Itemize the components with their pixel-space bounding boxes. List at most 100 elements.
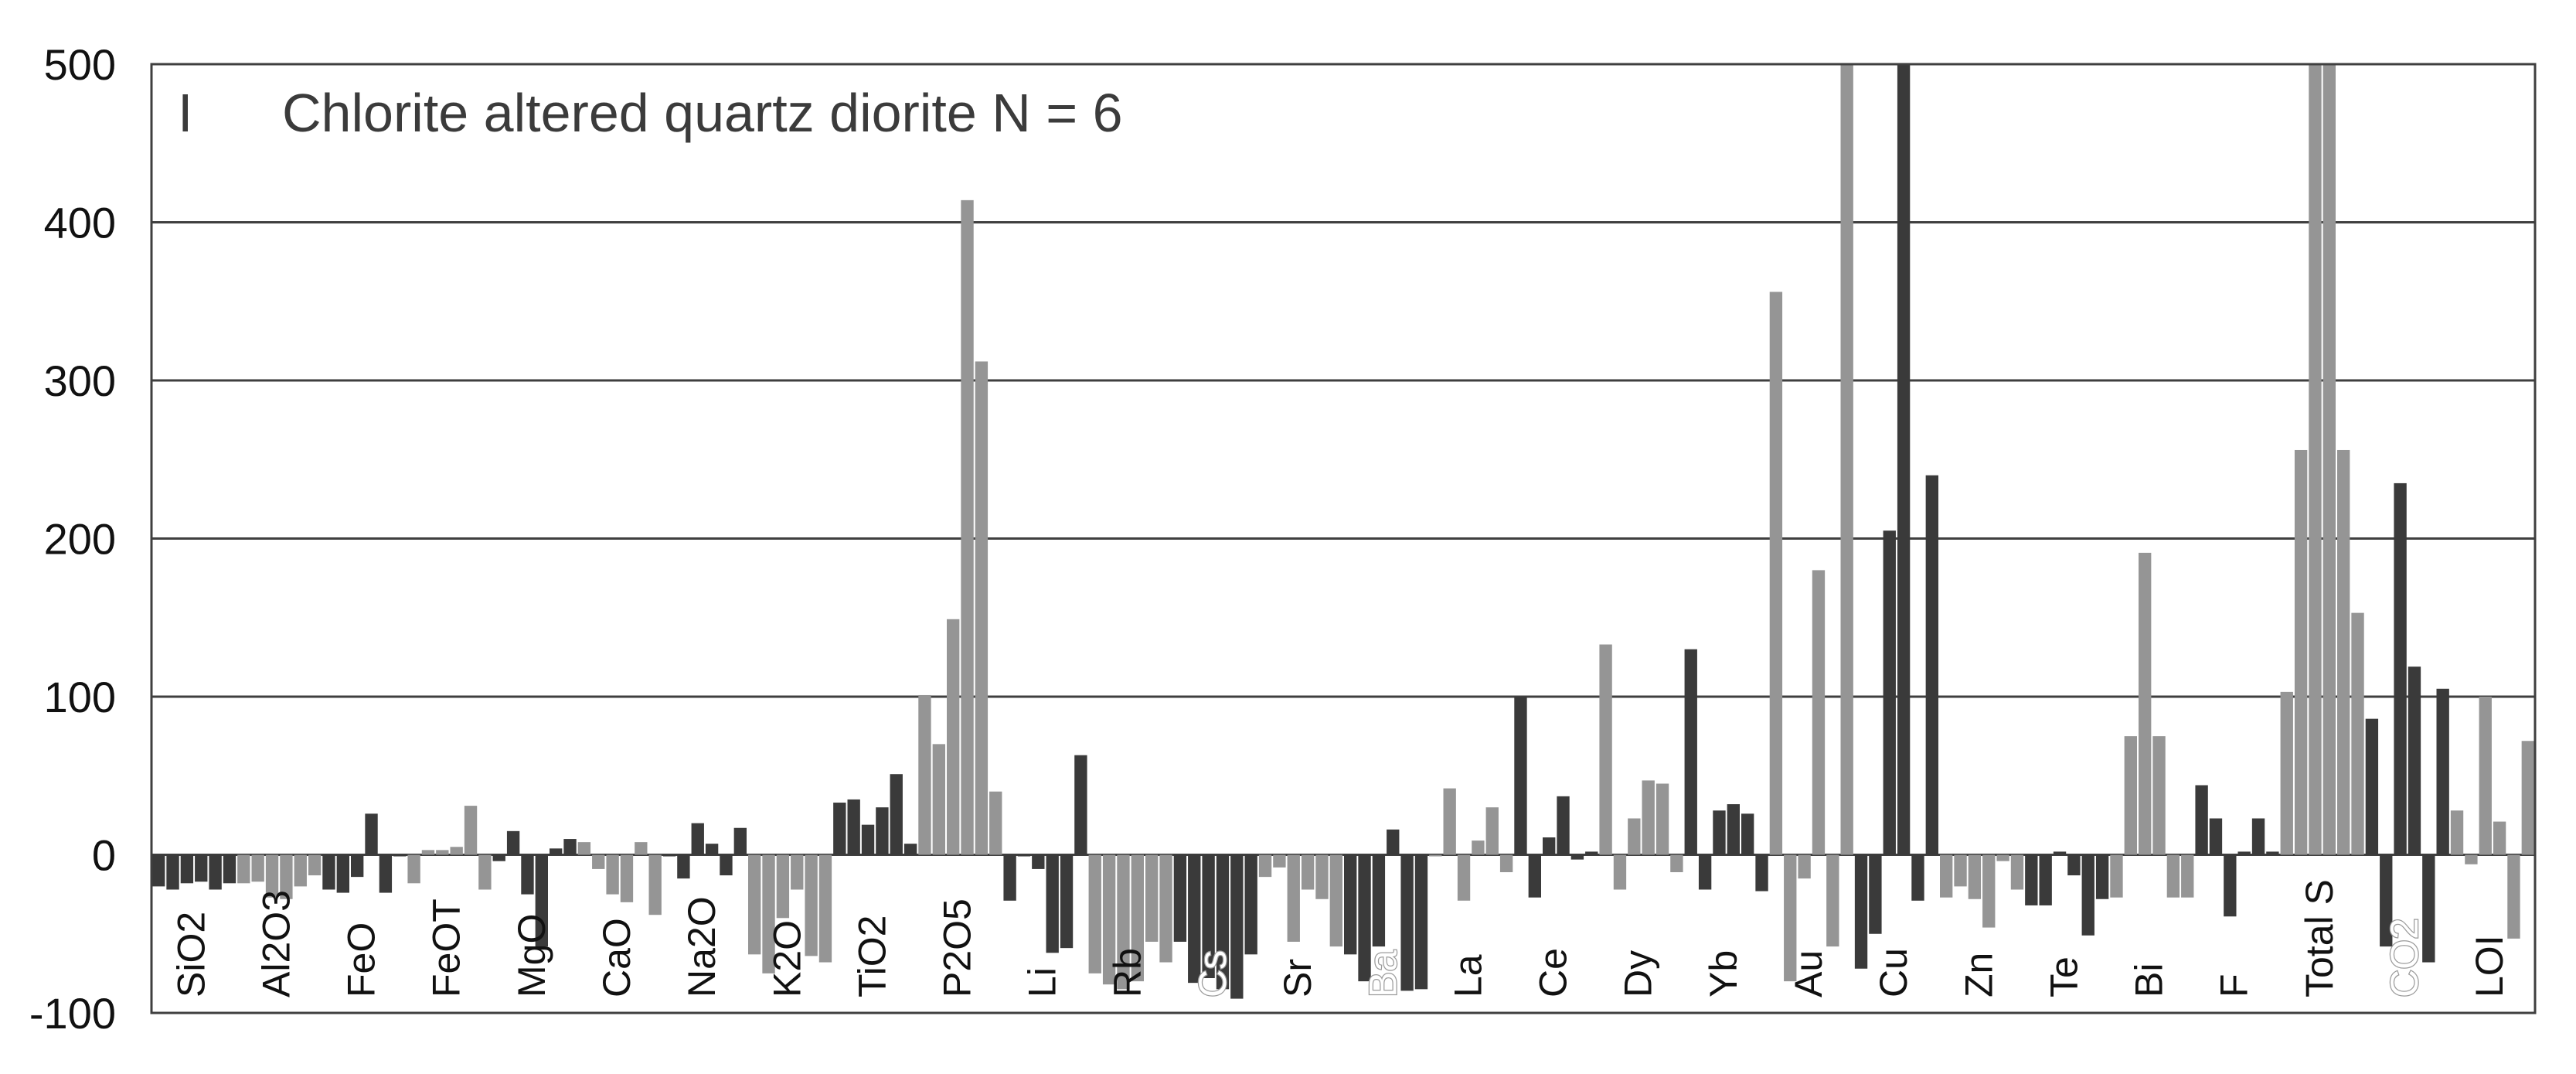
- bar-feot-4: [450, 847, 463, 855]
- category-label: FeO: [340, 922, 383, 997]
- bar-rb-6: [1159, 854, 1172, 963]
- bar-feo-6: [393, 854, 407, 857]
- bar-te-5: [2081, 854, 2094, 936]
- bar-mgo-2: [506, 830, 520, 855]
- category-label: Bi: [2128, 963, 2171, 997]
- bar-cu-5: [1911, 854, 1924, 901]
- bar-cs-1: [1173, 854, 1187, 942]
- bar-dy-1: [1599, 644, 1612, 855]
- bar-tio2-6: [903, 844, 917, 855]
- bar-feot-5: [464, 806, 478, 855]
- bar-sr-1: [1258, 854, 1272, 878]
- category-label: FeOT: [425, 898, 468, 997]
- bar-yb-2: [1698, 854, 1712, 890]
- grid-layer: [151, 221, 2535, 856]
- bar-al2o3-6: [308, 854, 322, 876]
- category-label: Sr: [1276, 959, 1319, 997]
- bar-ba-6: [1414, 854, 1428, 990]
- bar-p2o5-5: [975, 361, 989, 855]
- bar-total-s-3: [2309, 64, 2322, 855]
- category-label: Total S: [2298, 879, 2341, 997]
- bar-la-3: [1457, 854, 1471, 901]
- bar-mgo-6: [563, 839, 577, 855]
- bar-bi-1: [2110, 854, 2123, 898]
- bar-li-2: [1017, 854, 1031, 857]
- bar-li-6: [1074, 755, 1087, 855]
- y-tick-label: 400: [44, 199, 116, 247]
- bar-tio2-3: [861, 824, 875, 855]
- bar-na2o-3: [691, 823, 704, 855]
- bar-bi-6: [2181, 854, 2194, 898]
- category-label: F: [2213, 973, 2256, 997]
- bar-k2o-6: [818, 854, 832, 963]
- bar-mgo-1: [492, 854, 505, 861]
- bar-na2o-5: [720, 854, 733, 876]
- bar-ce-3: [1543, 837, 1556, 855]
- bar-tio2-1: [833, 803, 846, 855]
- bar-na2o-2: [677, 854, 690, 879]
- bar-la-2: [1443, 788, 1456, 855]
- bar-au-4: [1812, 570, 1826, 855]
- bar-sio2-5: [209, 854, 222, 890]
- bar-rb-1: [1088, 854, 1101, 973]
- bar-yb-6: [1755, 854, 1768, 892]
- bar-rb-2: [1102, 854, 1116, 985]
- bar-zn-6: [2010, 854, 2024, 890]
- bar-feo-1: [322, 854, 335, 890]
- bar-f-1: [2195, 785, 2208, 855]
- bar-feot-1: [407, 854, 420, 884]
- bar-al2o3-2: [251, 854, 264, 882]
- bar-k2o-2: [762, 854, 775, 973]
- bar-k2o-5: [805, 854, 818, 956]
- bar-sio2-2: [166, 854, 179, 890]
- bar-zn-3: [1968, 854, 1982, 899]
- category-label: Te: [2042, 956, 2085, 997]
- bar-au-1: [1769, 292, 1783, 855]
- bar-ce-2: [1528, 854, 1541, 898]
- bar-mgo-5: [550, 848, 563, 855]
- y-tick-label: -100: [29, 989, 116, 1038]
- bar-feot-6: [478, 854, 492, 890]
- bar-f-2: [2209, 818, 2223, 855]
- bar-cao-4: [620, 854, 634, 902]
- bar-cs-3: [1202, 854, 1215, 979]
- bar-al2o3-5: [294, 854, 307, 887]
- bar-p2o5-2: [932, 744, 945, 855]
- bar-la-4: [1472, 840, 1485, 855]
- bar-total-s-2: [2294, 449, 2308, 855]
- bar-cu-3: [1883, 530, 1896, 855]
- bar-mgo-4: [535, 854, 548, 947]
- bar-cao-2: [592, 854, 605, 869]
- bar-au-3: [1798, 854, 1811, 879]
- bar-feo-3: [351, 854, 364, 878]
- category-label: Ba: [1361, 950, 1404, 997]
- bar-na2o-1: [662, 854, 676, 857]
- bar-au-6: [1840, 64, 1853, 855]
- bar-cao-5: [635, 842, 648, 855]
- bar-feo-2: [336, 854, 349, 893]
- bar-cs-2: [1188, 854, 1201, 984]
- bar-li-1: [1003, 854, 1016, 901]
- bar-dy-2: [1613, 854, 1627, 890]
- y-tick-label: 300: [44, 356, 116, 405]
- bar-dy-6: [1670, 854, 1683, 872]
- bar-yb-4: [1727, 804, 1740, 855]
- category-label: K2O: [765, 920, 808, 997]
- bar-rb-3: [1117, 854, 1130, 990]
- bar-la-5: [1485, 807, 1499, 855]
- bar-dy-5: [1656, 783, 1669, 855]
- category-label: MgO: [510, 914, 553, 997]
- bar-te-6: [2095, 854, 2109, 899]
- y-tick-label: 500: [44, 40, 116, 89]
- bar-te-2: [2039, 854, 2052, 905]
- bar-te-3: [2053, 851, 2067, 855]
- bar-li-4: [1046, 854, 1059, 953]
- bar-ce-6: [1585, 851, 1598, 855]
- bar-dy-4: [1642, 780, 1655, 855]
- bar-la-6: [1499, 854, 1513, 872]
- bar-co2-6: [2436, 688, 2449, 855]
- bar-sr-5: [1315, 854, 1329, 899]
- bars-layer: [152, 64, 2534, 999]
- category-label: CO2: [2383, 918, 2426, 997]
- bar-sio2-3: [180, 854, 194, 884]
